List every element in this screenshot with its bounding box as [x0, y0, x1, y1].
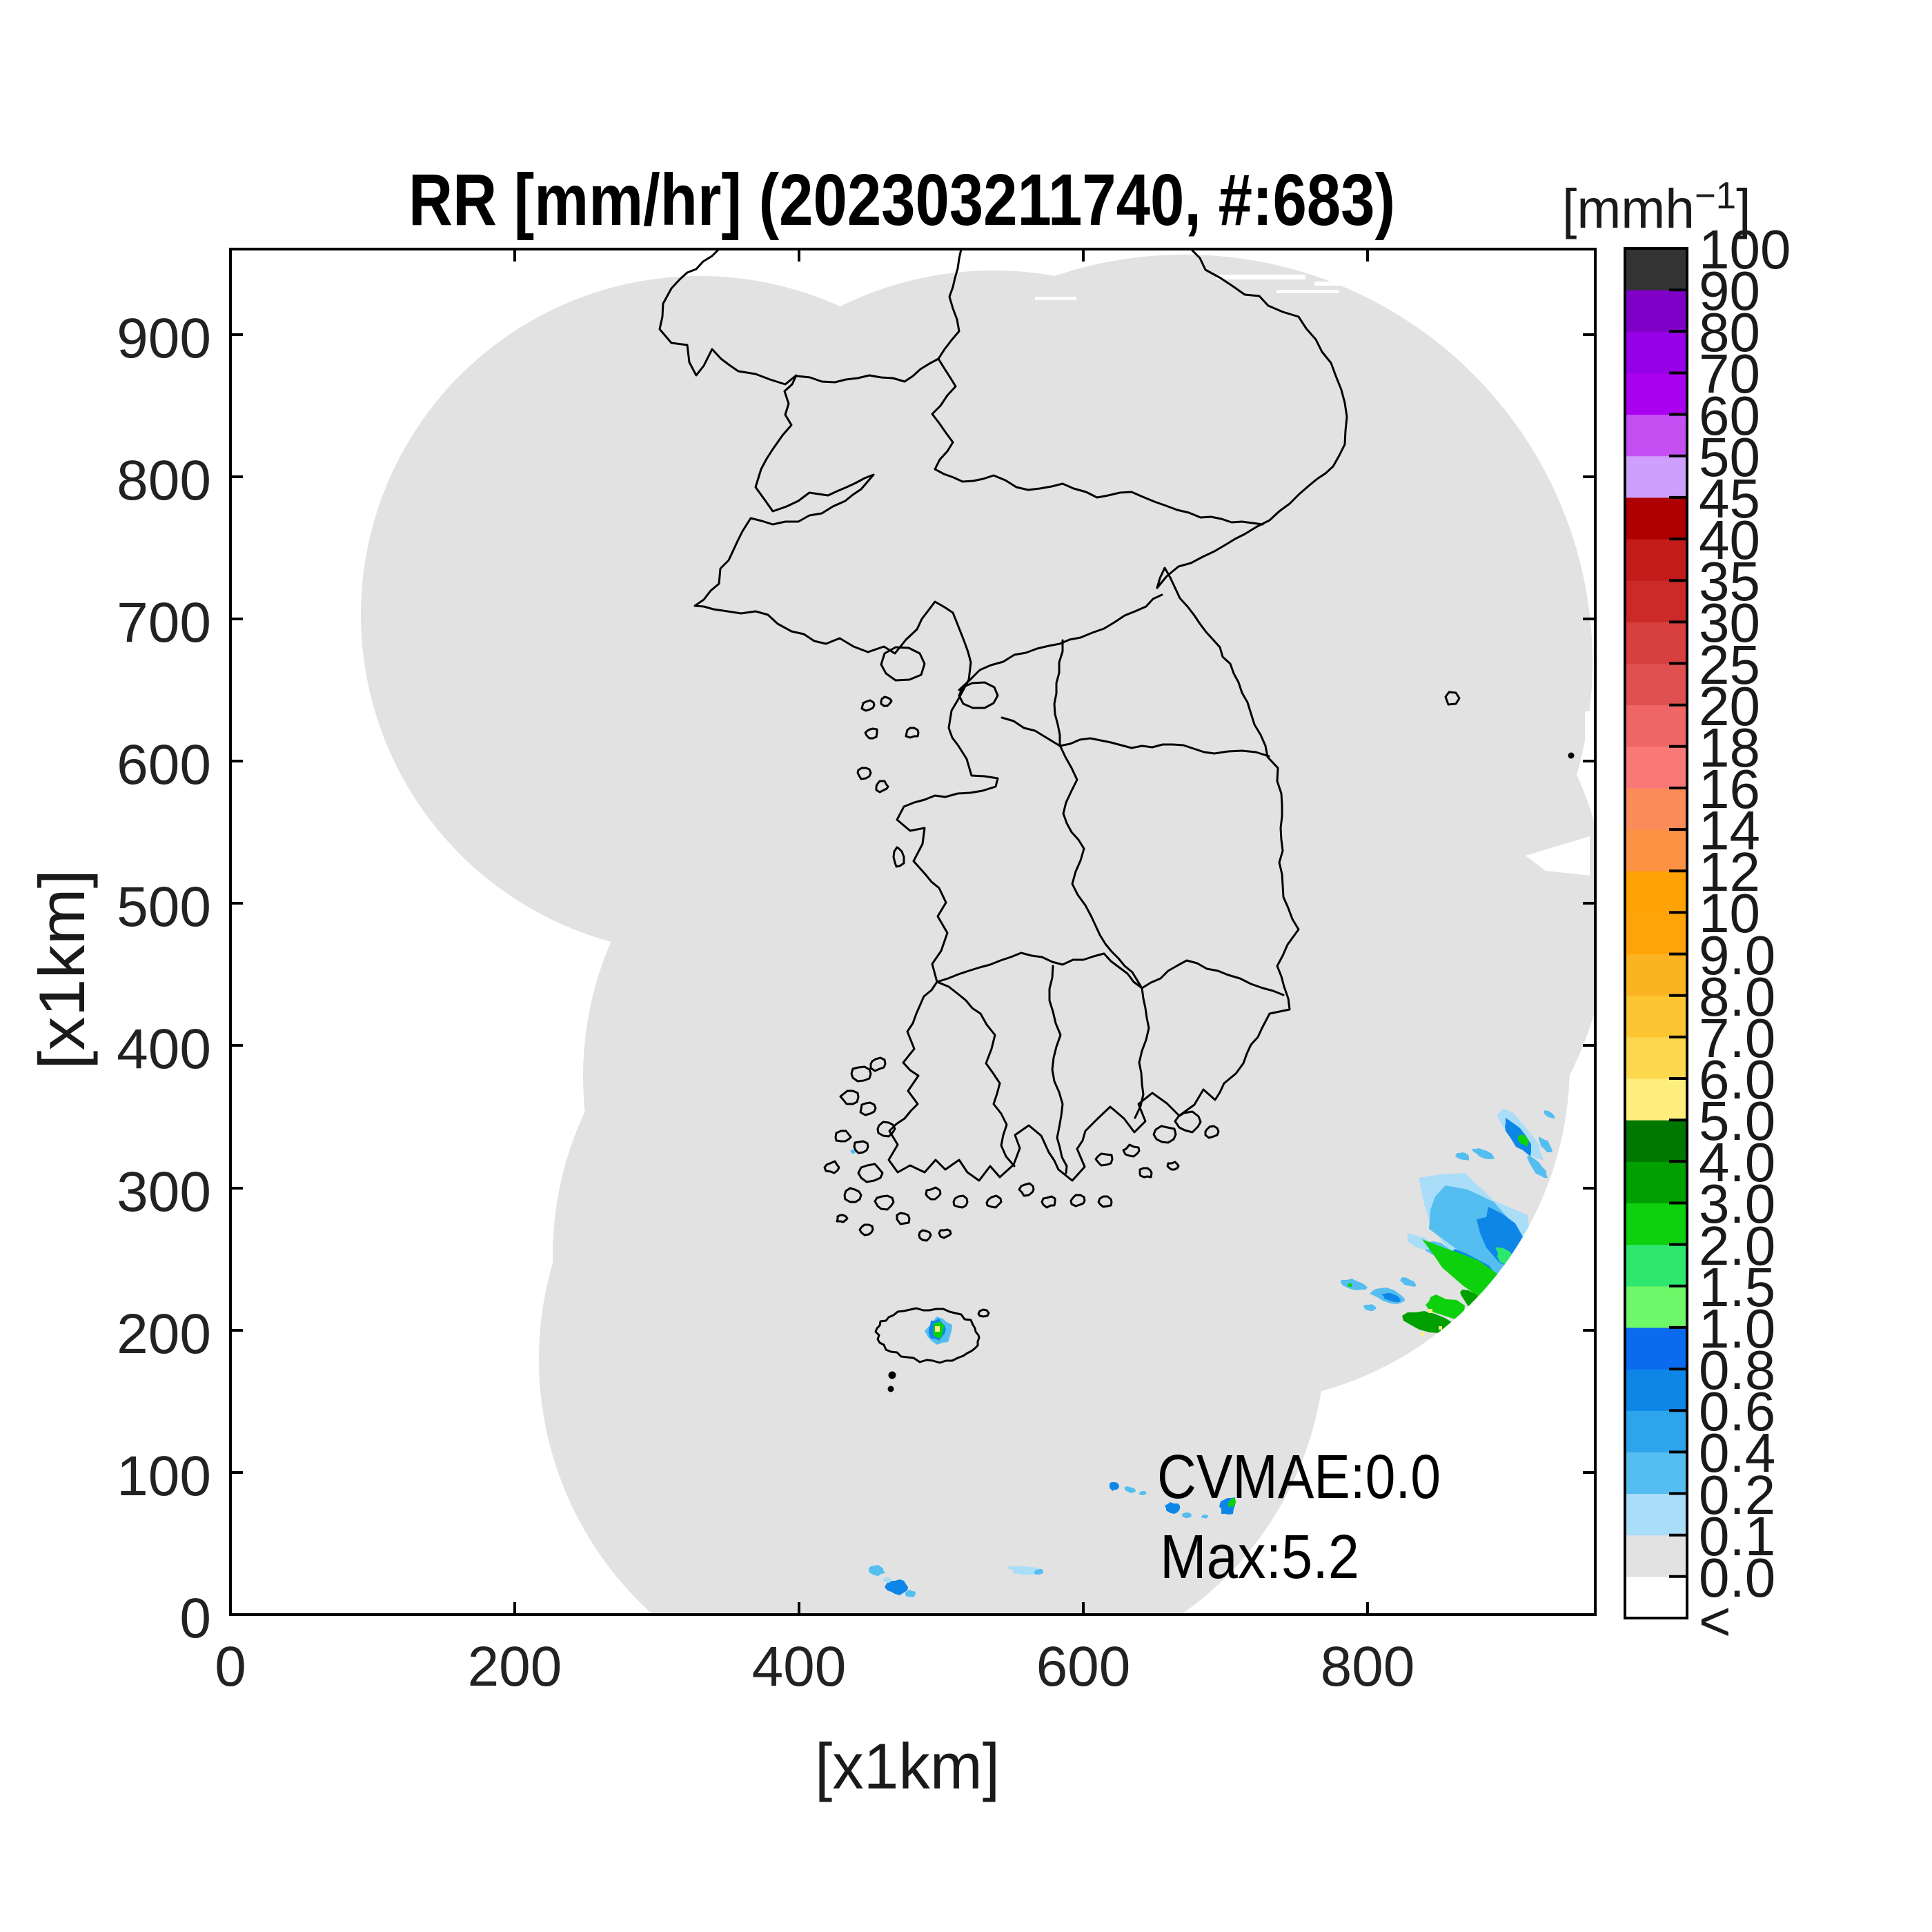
svg-text:0.4: 0.4: [1699, 1422, 1775, 1483]
svg-text:3.0: 3.0: [1699, 1173, 1775, 1234]
svg-text:400: 400: [752, 1635, 847, 1698]
svg-text:1.5: 1.5: [1699, 1256, 1775, 1318]
svg-text:0.6: 0.6: [1699, 1381, 1775, 1442]
svg-text:9.0: 9.0: [1699, 925, 1775, 986]
svg-text:20: 20: [1699, 676, 1760, 737]
svg-text:7.0: 7.0: [1699, 1007, 1775, 1069]
svg-text:<: <: [1699, 1590, 1731, 1652]
svg-text:900: 900: [117, 307, 211, 370]
svg-text:45: 45: [1699, 468, 1760, 529]
svg-text:12: 12: [1699, 841, 1760, 903]
svg-text:4.0: 4.0: [1699, 1132, 1775, 1193]
svg-text:0.8: 0.8: [1699, 1339, 1775, 1401]
svg-text:RR [mm/hr] (202303211740, #:68: RR [mm/hr] (202303211740, #:683): [408, 159, 1395, 241]
svg-text:400: 400: [117, 1018, 211, 1081]
svg-text:8.0: 8.0: [1699, 966, 1775, 1027]
svg-text:2.0: 2.0: [1699, 1215, 1775, 1276]
svg-text:0: 0: [179, 1587, 211, 1650]
svg-text:600: 600: [117, 733, 211, 796]
svg-text:200: 200: [468, 1635, 562, 1698]
svg-text:0.0: 0.0: [1699, 1547, 1775, 1608]
svg-text:Max:5.2: Max:5.2: [1160, 1523, 1359, 1592]
svg-text:100: 100: [1699, 219, 1791, 280]
svg-text:300: 300: [117, 1161, 211, 1223]
svg-text:[x1km]: [x1km]: [815, 1730, 1000, 1802]
svg-text:18: 18: [1699, 717, 1760, 778]
svg-text:25: 25: [1699, 634, 1760, 696]
svg-text:CVMAE:0.0: CVMAE:0.0: [1157, 1443, 1441, 1512]
svg-text:16: 16: [1699, 758, 1760, 820]
svg-text:5.0: 5.0: [1699, 1090, 1775, 1152]
svg-text:800: 800: [117, 449, 211, 512]
svg-text:1.0: 1.0: [1699, 1298, 1775, 1359]
svg-text:60: 60: [1699, 385, 1760, 446]
svg-text:0.1: 0.1: [1699, 1506, 1775, 1567]
svg-text:0.2: 0.2: [1699, 1464, 1775, 1526]
svg-text:6.0: 6.0: [1699, 1049, 1775, 1110]
svg-text:700: 700: [117, 591, 211, 654]
svg-text:80: 80: [1699, 302, 1760, 363]
svg-text:35: 35: [1699, 551, 1760, 612]
svg-text:70: 70: [1699, 343, 1760, 404]
svg-text:30: 30: [1699, 592, 1760, 653]
svg-text:90: 90: [1699, 260, 1760, 322]
svg-text:50: 50: [1699, 426, 1760, 488]
svg-text:100: 100: [117, 1445, 211, 1508]
svg-text:40: 40: [1699, 509, 1760, 571]
svg-text:14: 14: [1699, 800, 1760, 861]
svg-text:[x1km]: [x1km]: [26, 869, 98, 1070]
svg-text:0: 0: [215, 1635, 246, 1698]
svg-text:500: 500: [117, 876, 211, 938]
svg-text:600: 600: [1036, 1635, 1131, 1698]
svg-text:200: 200: [117, 1303, 211, 1366]
svg-text:800: 800: [1321, 1635, 1415, 1698]
svg-text:10: 10: [1699, 883, 1760, 944]
